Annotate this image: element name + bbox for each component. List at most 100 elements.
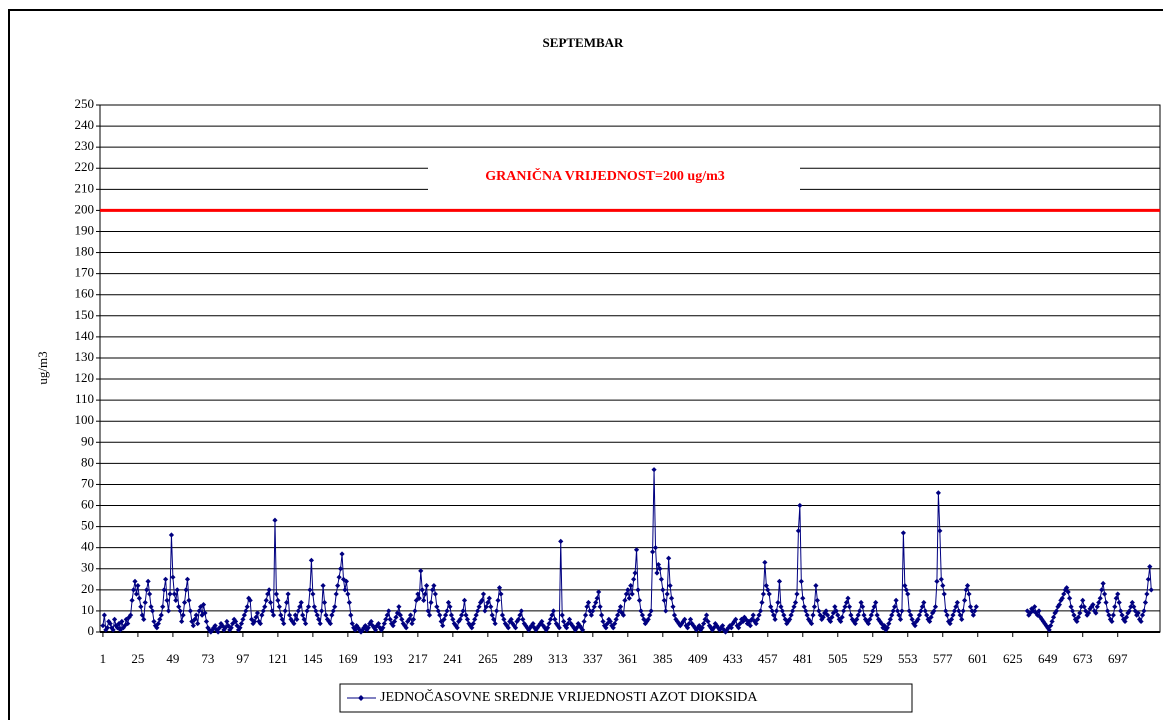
point [451, 620, 457, 627]
point [1046, 627, 1052, 633]
point [130, 587, 137, 593]
point [173, 597, 179, 603]
point [400, 620, 406, 627]
point [892, 604, 898, 610]
point [941, 591, 947, 597]
point [773, 608, 780, 614]
point [450, 616, 456, 622]
point [717, 627, 723, 633]
point [736, 625, 742, 631]
point [814, 597, 820, 603]
point [849, 616, 855, 622]
point [1109, 618, 1115, 625]
point [549, 612, 555, 618]
point [209, 627, 215, 633]
point [922, 608, 928, 614]
point [139, 612, 145, 618]
point [937, 528, 943, 534]
point [1081, 604, 1087, 610]
point [584, 604, 590, 610]
point [843, 599, 850, 606]
point [612, 620, 618, 627]
point [343, 578, 350, 585]
point [1131, 604, 1137, 610]
point [317, 620, 323, 627]
point [265, 591, 271, 597]
point [501, 616, 507, 622]
point [791, 604, 797, 610]
point [597, 604, 603, 610]
point [202, 610, 208, 616]
point [559, 612, 565, 618]
point [558, 538, 564, 544]
point [760, 591, 767, 597]
point [100, 623, 106, 629]
point [238, 620, 245, 627]
point [189, 618, 195, 625]
point [862, 616, 869, 622]
y-tick-label: 240 [75, 117, 95, 132]
point [938, 576, 944, 582]
point [324, 616, 331, 622]
point [495, 597, 501, 603]
point [426, 612, 433, 618]
point [434, 604, 440, 610]
y-tick-label: 140 [75, 328, 95, 343]
point [304, 608, 310, 614]
point [1099, 587, 1105, 593]
point [838, 618, 844, 625]
point [889, 612, 895, 618]
point [253, 614, 259, 620]
point [267, 599, 274, 606]
point [384, 612, 390, 618]
point [852, 620, 858, 627]
point [921, 599, 927, 606]
point [660, 587, 666, 593]
point [170, 574, 176, 580]
point [1148, 587, 1154, 593]
point [472, 616, 478, 622]
point [342, 587, 348, 593]
point [531, 625, 538, 631]
point [827, 618, 834, 625]
point [461, 597, 468, 603]
point [1103, 599, 1109, 606]
point [913, 618, 920, 625]
point [801, 604, 807, 610]
y-tick-label: 60 [81, 497, 94, 512]
point [224, 618, 230, 625]
point [881, 623, 888, 629]
point [332, 604, 338, 610]
point [492, 620, 498, 627]
point [117, 627, 124, 633]
point [419, 587, 425, 593]
point [375, 620, 382, 627]
point [900, 530, 906, 536]
point [383, 616, 389, 622]
point [180, 612, 186, 618]
point [903, 587, 909, 593]
x-tick-label: 217 [408, 651, 428, 666]
point [910, 620, 917, 627]
x-tick-label: 673 [1073, 651, 1093, 666]
y-axis-label: ug/m3 [35, 351, 50, 384]
point [432, 591, 438, 597]
point [604, 620, 611, 627]
point [402, 623, 408, 629]
point [800, 595, 806, 601]
point [1078, 604, 1084, 610]
point [731, 618, 737, 625]
point [493, 608, 500, 614]
x-tick-label: 337 [583, 651, 603, 666]
point [1129, 599, 1135, 606]
point [511, 623, 517, 629]
point [779, 608, 785, 614]
point [684, 625, 691, 631]
point [1113, 595, 1119, 601]
point [454, 625, 460, 631]
point [425, 608, 431, 614]
point [1050, 614, 1057, 620]
point [1068, 604, 1074, 610]
point [378, 627, 385, 633]
y-tick-label: 90 [81, 433, 94, 448]
